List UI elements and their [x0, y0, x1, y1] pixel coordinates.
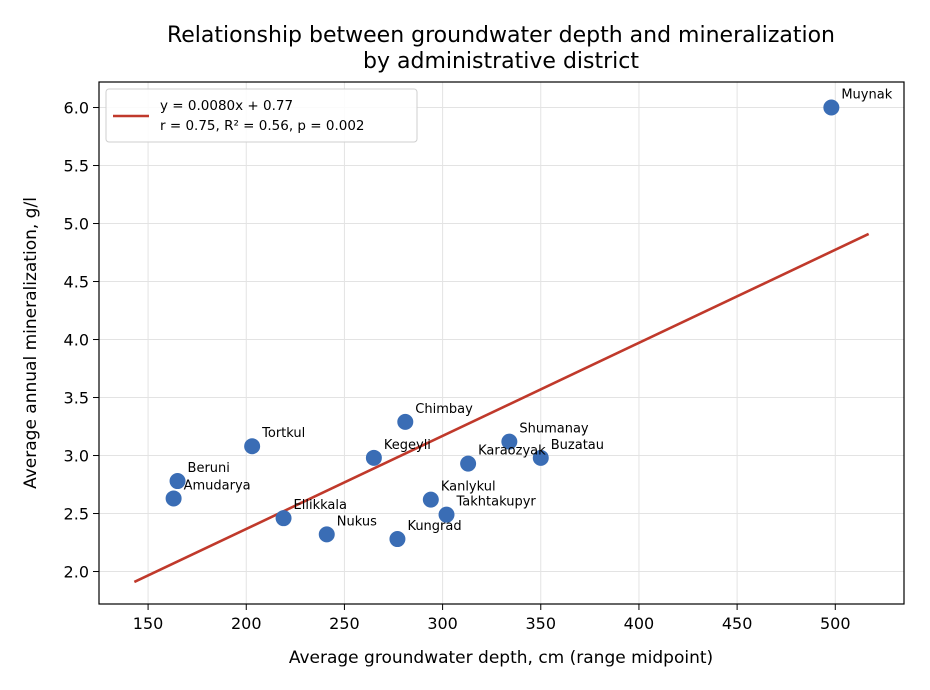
y-tick-label: 4.5: [64, 273, 89, 292]
x-tick-label: 350: [525, 614, 556, 633]
title-line-2: by administrative district: [363, 49, 639, 74]
x-tick-label: 500: [820, 614, 851, 633]
x-tick-label: 400: [624, 614, 655, 633]
y-tick-label: 4.0: [64, 331, 89, 350]
fit-line: [133, 232, 870, 584]
point-label-shumanay: Shumanay: [519, 422, 589, 437]
y-tick-label: 3.0: [64, 447, 89, 466]
x-tick-label: 250: [329, 614, 360, 633]
point-label-kanlykul: Kanlykul: [441, 480, 496, 495]
point-label-karaozyak: Karaozyak: [478, 444, 546, 459]
chart-title: Relationship between groundwater depth a…: [167, 23, 835, 74]
legend-entry-line-1: y = 0.0080x + 0.77: [160, 98, 293, 114]
point-label-tortkul: Tortkul: [261, 426, 305, 441]
data-point-ellikkala: [275, 510, 292, 527]
y-tick-label: 2.5: [64, 505, 89, 524]
x-axis-label: Average groundwater depth, cm (range mid…: [289, 648, 713, 668]
data-points: [165, 99, 840, 548]
data-point-beruni: [169, 473, 186, 490]
legend-box: [105, 88, 418, 143]
y-tick-label: 2.0: [64, 563, 89, 582]
point-label-chimbay: Chimbay: [415, 402, 473, 417]
data-point-amudarya: [165, 490, 182, 507]
x-tick-label: 450: [722, 614, 753, 633]
data-point-kungrad: [389, 531, 406, 548]
point-label-muynak: Muynak: [841, 88, 892, 103]
data-point-kegeyli: [365, 449, 382, 466]
point-label-takhtakupyr: Takhtakupyr: [456, 495, 537, 510]
data-point-nukus: [318, 526, 335, 543]
x-tick-label: 150: [133, 614, 164, 633]
data-point-kanlykul: [422, 491, 439, 508]
data-point-takhtakupyr: [438, 506, 455, 523]
y-tick-label: 5.5: [64, 157, 89, 176]
legend: y = 0.0080x + 0.77 r = 0.75, R² = 0.56, p…: [105, 88, 418, 143]
y-tick-label: 3.5: [64, 389, 89, 408]
legend-entry-line-2: r = 0.75, R² = 0.56, p = 0.002: [160, 118, 365, 134]
data-point-chimbay: [397, 413, 414, 430]
point-label-kegeyli: Kegeyli: [384, 438, 431, 453]
y-axis-label: Average annual mineralization, g/l: [21, 197, 41, 489]
regression-line: [133, 232, 870, 584]
axis-ticks: 150 200 250 300 350 400 450 500 2.0 2.5 3.0 3.5 4.0 4…: [64, 99, 851, 633]
plot-frame: [98, 81, 905, 605]
data-point-buzatau: [532, 449, 549, 466]
point-label-buzatau: Buzatau: [551, 438, 604, 453]
data-point-tortkul: [244, 438, 261, 455]
point-label-amudarya: Amudarya: [184, 478, 251, 493]
title-line-1: Relationship between groundwater depth a…: [167, 23, 835, 48]
data-point-shumanay: [501, 433, 518, 450]
y-tick-label: 6.0: [64, 99, 89, 118]
point-label-ellikkala: Ellikkala: [294, 498, 347, 513]
point-label-beruni: Beruni: [188, 461, 230, 476]
grid: [99, 82, 904, 604]
y-tick-label: 5.0: [64, 215, 89, 234]
data-point-muynak: [823, 99, 840, 116]
point-labels: Muynak Chimbay Shumanay Tortkul Kegeyli Buzat…: [184, 88, 893, 535]
x-tick-label: 300: [427, 614, 458, 633]
point-label-kungrad: Kungrad: [407, 519, 461, 534]
x-tick-label: 200: [231, 614, 262, 633]
point-label-nukus: Nukus: [337, 514, 377, 529]
data-point-karaozyak: [460, 455, 477, 472]
